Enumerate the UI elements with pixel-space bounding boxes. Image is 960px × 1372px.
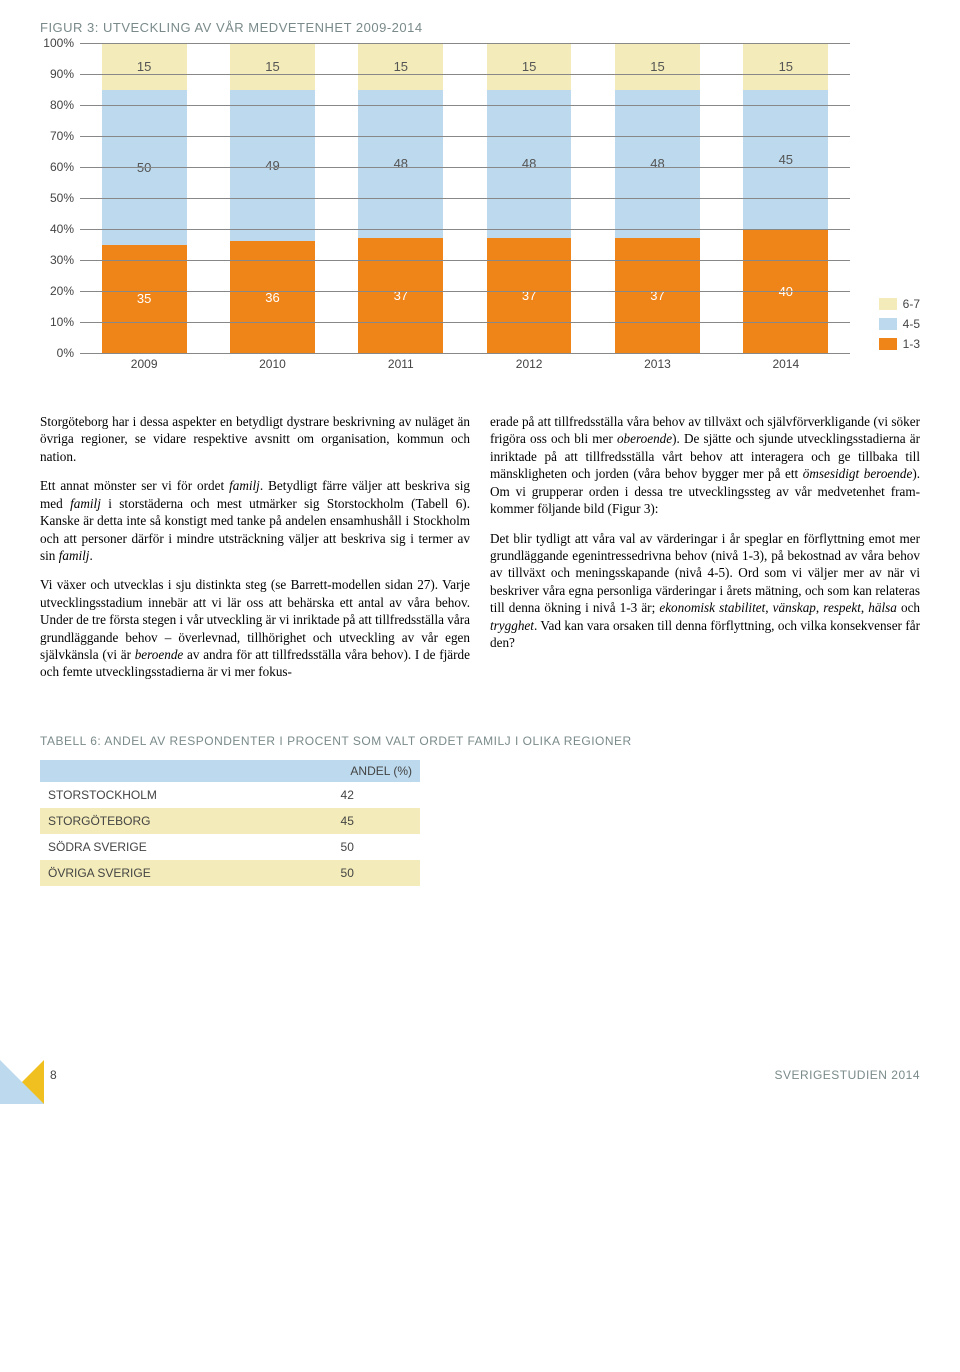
chart-segment-bot: 37 (358, 238, 443, 353)
chart-x-label: 2012 (516, 357, 543, 371)
table-row: SÖDRA SVERIGE50 (40, 834, 420, 860)
chart-y-label: 70% (42, 129, 74, 143)
chart-segment-mid: 48 (358, 90, 443, 239)
chart-gridline (80, 353, 850, 354)
chart-segment-mid: 45 (743, 90, 828, 230)
chart-y-label: 80% (42, 98, 74, 112)
chart-gridline (80, 167, 850, 168)
table-header-row: ANDEL (%) (40, 760, 420, 782)
table-cell-region: STORGÖTEBORG (40, 808, 274, 834)
page-footer: 8 SVERIGESTUDIEN 2014 (40, 1046, 920, 1074)
body-text: Storgöteborg har i dessa aspekter en bet… (40, 413, 920, 693)
chart-segment-top: 15 (102, 43, 187, 90)
chart-y-label: 40% (42, 222, 74, 236)
chart-gridline (80, 136, 850, 137)
chart-x-label: 2014 (772, 357, 799, 371)
table-row: ÖVRIGA SVERIGE50 (40, 860, 420, 886)
chart-segment-top: 15 (358, 43, 443, 90)
chart-segment-top: 15 (743, 43, 828, 90)
region-table: ANDEL (%) STORSTOCKHOLM42STORGÖTEBORG45S… (40, 760, 420, 886)
chart-segment-top: 15 (487, 43, 572, 90)
chart-title: FIGUR 3: UTVECKLING AV VÅR MEDVETENHET 2… (40, 20, 920, 35)
chart-segment-bot: 37 (487, 238, 572, 353)
legend-swatch (879, 338, 897, 350)
legend-label: 1-3 (903, 337, 920, 351)
table-cell-region: SÖDRA SVERIGE (40, 834, 274, 860)
legend-item: 6-7 (879, 297, 920, 311)
legend-label: 6-7 (903, 297, 920, 311)
chart-x-label: 2010 (259, 357, 286, 371)
chart-y-label: 50% (42, 191, 74, 205)
chart-segment-mid: 48 (615, 90, 700, 239)
legend-item: 4-5 (879, 317, 920, 331)
table-header-cell: ANDEL (%) (274, 760, 420, 782)
chart-x-label: 2009 (131, 357, 158, 371)
table-row: STORSTOCKHOLM42 (40, 782, 420, 808)
chart-gridline (80, 74, 850, 75)
paragraph: Det blir tydligt att våra val av värderi… (490, 530, 920, 652)
legend-swatch (879, 298, 897, 310)
chart-segment-bot: 36 (230, 241, 315, 353)
paragraph: Ett annat mönster ser vi för ordet famil… (40, 477, 470, 564)
chart-segment-mid: 48 (487, 90, 572, 239)
chart-gridline (80, 291, 850, 292)
chart-gridline (80, 229, 850, 230)
paragraph: Vi växer och utvecklas i sju distinkta s… (40, 576, 470, 681)
table-cell-value: 50 (274, 860, 420, 886)
chart-x-label: 2011 (388, 357, 414, 371)
chart-segment-mid: 49 (230, 90, 315, 242)
chart-gridline (80, 260, 850, 261)
chart-y-label: 10% (42, 315, 74, 329)
legend-label: 4-5 (903, 317, 920, 331)
chart-y-label: 30% (42, 253, 74, 267)
table-cell-region: STORSTOCKHOLM (40, 782, 274, 808)
stacked-bar-chart: 1550352009154936201015483720111548372012… (40, 43, 920, 373)
page-number: 8 (50, 1068, 57, 1082)
chart-plot-area: 1550352009154936201015483720111548372012… (80, 43, 850, 353)
chart-segment-top: 15 (230, 43, 315, 90)
legend-swatch (879, 318, 897, 330)
chart-segment-bot: 37 (615, 238, 700, 353)
table-row: STORGÖTEBORG45 (40, 808, 420, 834)
paragraph: erade på att tillfredsställa våra behov … (490, 413, 920, 518)
body-column-right: erade på att tillfredsställa våra behov … (490, 413, 920, 693)
chart-segment-top: 15 (615, 43, 700, 90)
legend-item: 1-3 (879, 337, 920, 351)
chart-x-label: 2013 (644, 357, 671, 371)
paragraph: Storgöteborg har i dessa aspekter en bet… (40, 413, 470, 465)
table-cell-region: ÖVRIGA SVERIGE (40, 860, 274, 886)
chart-y-label: 60% (42, 160, 74, 174)
table-cell-value: 45 (274, 808, 420, 834)
table-header-cell (40, 760, 274, 782)
footer-brand: SVERIGESTUDIEN 2014 (774, 1068, 920, 1082)
table-title: TABELL 6: ANDEL AV RESPONDENTER I PROCEN… (40, 733, 920, 750)
chart-y-label: 0% (42, 346, 74, 360)
table-cell-value: 50 (274, 834, 420, 860)
chart-y-label: 90% (42, 67, 74, 81)
chart-gridline (80, 322, 850, 323)
chart-gridline (80, 198, 850, 199)
chart-gridline (80, 43, 850, 44)
chart-y-label: 100% (42, 36, 74, 50)
chart-y-label: 20% (42, 284, 74, 298)
chart-legend: 6-7 4-5 1-3 (879, 291, 920, 351)
table-cell-value: 42 (274, 782, 420, 808)
body-column-left: Storgöteborg har i dessa aspekter en bet… (40, 413, 470, 693)
chart-gridline (80, 105, 850, 106)
